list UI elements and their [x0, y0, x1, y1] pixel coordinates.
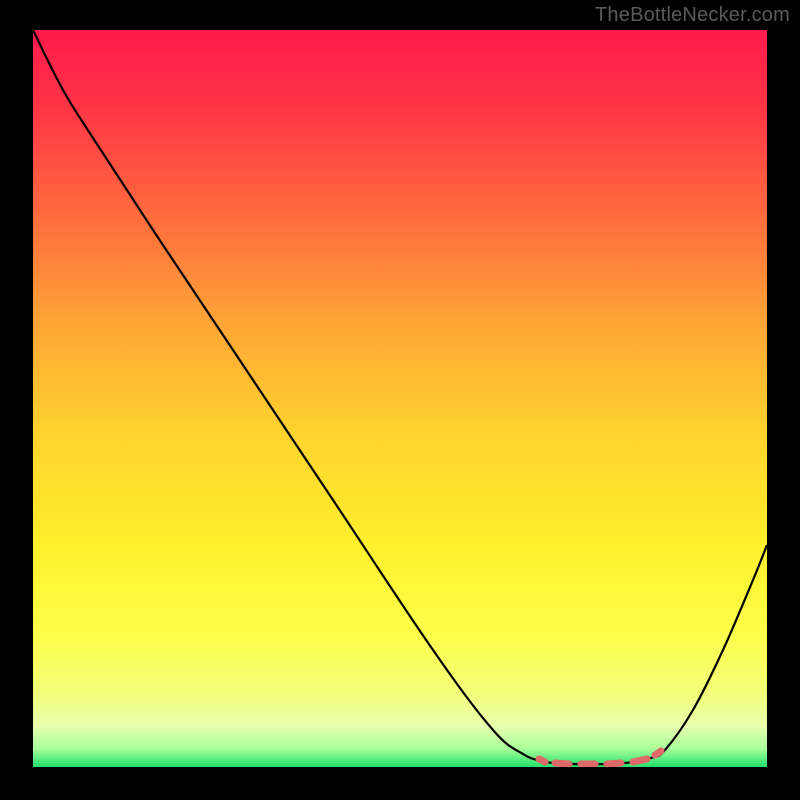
frame-bottom — [0, 767, 800, 800]
frame-right — [767, 0, 800, 800]
watermark-text: TheBottleNecker.com — [595, 4, 790, 27]
frame-left — [0, 0, 33, 800]
plot-gradient-background — [33, 30, 767, 767]
bottleneck-chart — [0, 0, 800, 800]
chart-container: TheBottleNecker.com — [0, 0, 800, 800]
